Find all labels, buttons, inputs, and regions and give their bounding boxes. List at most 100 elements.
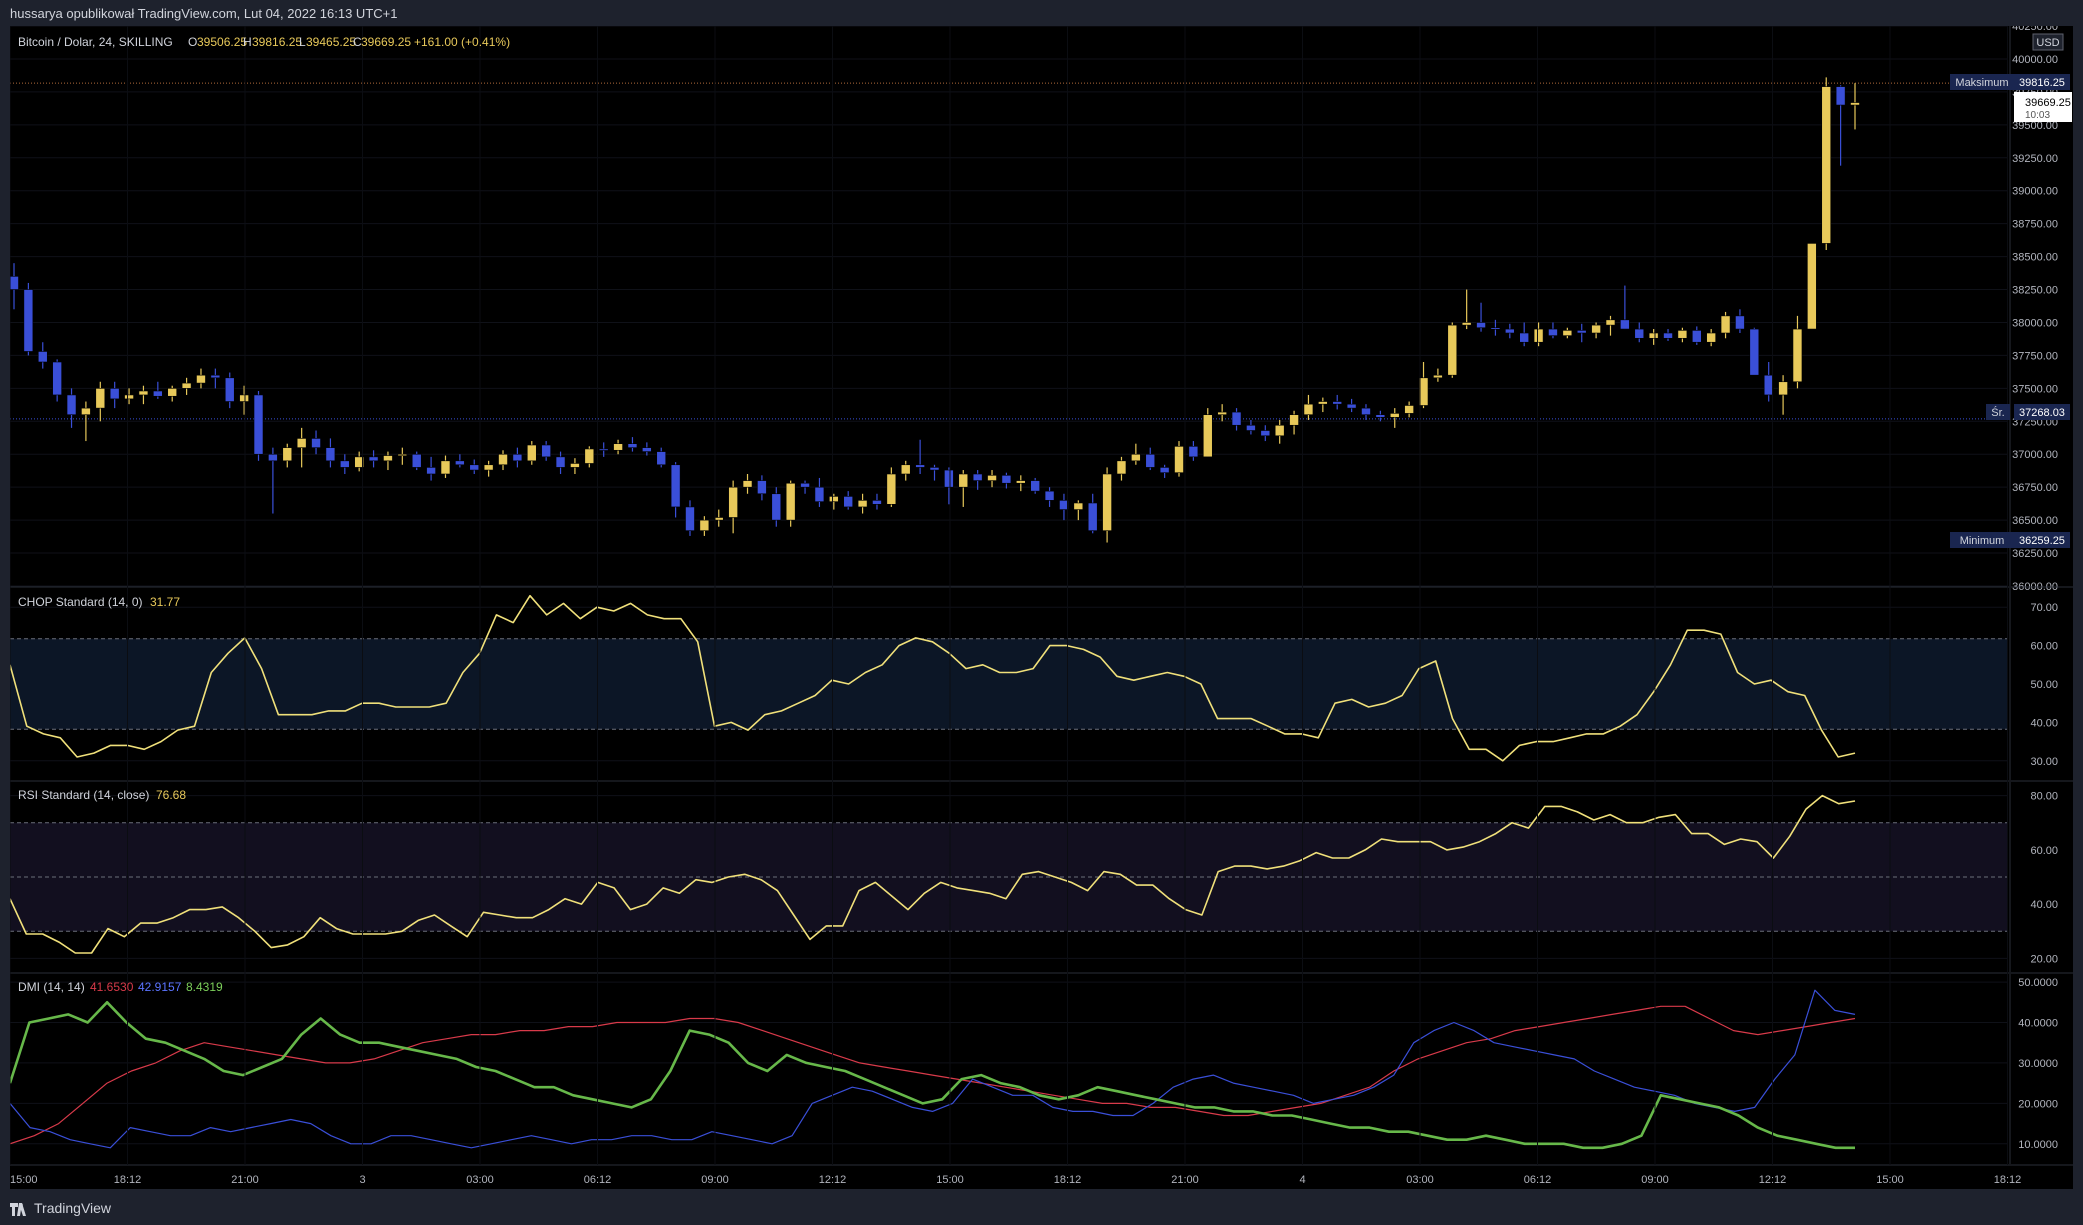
candle-body — [598, 448, 609, 451]
candle-body — [1821, 86, 1832, 244]
high-label: H — [243, 35, 252, 49]
candle-body — [1145, 453, 1156, 468]
candle-body — [1001, 475, 1012, 484]
time-axis-label: 4 — [1299, 1174, 1305, 1186]
time-axis-label: 21:00 — [1171, 1174, 1199, 1186]
low-value: 39465.25 — [306, 35, 356, 49]
candle-body — [872, 500, 882, 505]
time-axis-label: 06:12 — [584, 1174, 612, 1186]
axis-tick-label: 39000.00 — [2012, 186, 2058, 198]
candle-body — [1634, 328, 1645, 339]
candle-body — [800, 482, 810, 488]
time-axis-label: 03:00 — [466, 1174, 494, 1186]
time-axis-label: 12:12 — [1759, 1174, 1787, 1186]
candle-body — [1289, 414, 1299, 426]
candle-body — [685, 506, 695, 531]
candle-body — [95, 388, 106, 409]
candle-body — [1375, 414, 1386, 418]
candle-body — [1677, 330, 1688, 339]
price-pane[interactable]: 40250.0040000.0039750.0039500.0039250.00… — [10, 26, 2058, 593]
candle-body — [1476, 322, 1486, 329]
time-axis-label: 09:00 — [701, 1174, 729, 1186]
candle-body — [1159, 467, 1170, 473]
candle-body — [411, 453, 422, 468]
candle-body — [1332, 401, 1343, 405]
time-axis[interactable]: 15:00 18:12 21:00 3 03:00 06:12 09:00 12:12 15:0… — [10, 26, 2073, 1186]
candle-body — [900, 464, 911, 475]
candle-body — [1044, 490, 1055, 501]
candle-body — [181, 382, 192, 389]
candle-body — [311, 438, 321, 448]
candle-body — [1231, 411, 1242, 426]
chop-pane[interactable]: 70.00 60.00 50.00 40.00 30.00 — [10, 586, 2073, 780]
axis-tick-label: 37750.00 — [2012, 350, 2058, 362]
candle-body — [1015, 480, 1026, 484]
candle-body — [1576, 330, 1587, 334]
candle-body — [1102, 473, 1112, 531]
candle-body — [1850, 102, 1860, 106]
axis-tick-label: 80.00 — [2030, 791, 2058, 803]
min-price-label: Minimum 36259.25 — [1950, 532, 2070, 548]
time-axis-label: 18:12 — [1994, 1174, 2022, 1186]
candle-body — [512, 453, 523, 462]
rsi-pane[interactable]: 80.00 60.00 40.00 20.00 — [10, 780, 2073, 972]
candle-body — [23, 289, 34, 352]
candle-body — [1763, 374, 1774, 396]
axis-tick-label: 38750.00 — [2012, 219, 2058, 231]
axis-tick-label: 30.00 — [2030, 756, 2058, 768]
candle-body — [1131, 453, 1141, 462]
dmi-pane[interactable]: 50.0000 40.0000 30.0000 20.0000 10.0000 — [10, 972, 2073, 1164]
chop-legend: CHOP Standard (14, 0) 31.77 — [18, 595, 180, 609]
axis-tick-label: 40.0000 — [2018, 1018, 2058, 1030]
chop-band — [10, 638, 2008, 730]
currency-box[interactable]: USD — [2032, 33, 2064, 51]
chart-canvas[interactable]: 40250.0040000.0039750.0039500.0039250.00… — [10, 26, 2073, 1189]
candle-body — [713, 517, 724, 521]
candle-body — [742, 480, 753, 488]
tradingview-logo-icon — [10, 1203, 26, 1216]
candle-body — [728, 486, 738, 518]
axis-tick-label: 50.0000 — [2018, 977, 2058, 989]
change-value: +161.00 (+0.41%) — [414, 35, 510, 49]
high-value: 39816.25 — [252, 35, 302, 49]
avg-value-text: 37268.03 — [2019, 407, 2065, 419]
candle-body — [1461, 322, 1472, 326]
min-value-text: 36259.25 — [2019, 535, 2065, 547]
time-axis-label: 12:12 — [819, 1174, 847, 1186]
publication-attribution: hussarya opublikował TradingView.com, Lu… — [10, 6, 398, 21]
candle-body — [1389, 413, 1400, 418]
rsi-legend-name: RSI Standard (14, close) — [18, 788, 149, 802]
candle-body — [1260, 430, 1271, 437]
time-axis-label: 3 — [359, 1174, 365, 1186]
candle-body — [958, 473, 969, 488]
close-value: 39669.25 — [361, 35, 411, 49]
candle-body — [1030, 480, 1040, 492]
candle-body — [124, 394, 134, 400]
candle-body — [1505, 328, 1515, 334]
candle-body — [1087, 502, 1098, 531]
axis-tick-label: 38250.00 — [2012, 285, 2058, 297]
candle-body — [929, 467, 940, 471]
candle-body — [541, 444, 551, 458]
axis-tick-label: 37000.00 — [2012, 449, 2058, 461]
candle-body — [10, 276, 19, 290]
candle-body — [656, 451, 667, 466]
candle-body — [196, 374, 206, 384]
chop-legend-name: CHOP Standard (14, 0) — [18, 595, 143, 609]
axis-tick-label: 40250.00 — [2012, 26, 2058, 33]
candle-body — [455, 460, 465, 466]
candle-body — [210, 374, 221, 379]
candle-body — [167, 388, 178, 397]
candle-body — [469, 464, 480, 471]
candle-body — [296, 438, 307, 448]
axis-tick-label: 40.00 — [2030, 717, 2058, 729]
candle-body — [1835, 86, 1846, 106]
rsi-legend: RSI Standard (14, close) 76.68 — [18, 788, 186, 802]
time-axis-label: 15:00 — [10, 1174, 38, 1186]
candle-body — [1174, 446, 1184, 473]
candle-body — [1116, 460, 1127, 475]
candle-body — [1591, 324, 1601, 334]
symbol-label: Bitcoin / Dolar, 24, SKILLING — [18, 35, 173, 49]
max-price-label: Maksimum 39816.25 — [1950, 74, 2070, 90]
time-axis-label: 15:00 — [936, 1174, 964, 1186]
